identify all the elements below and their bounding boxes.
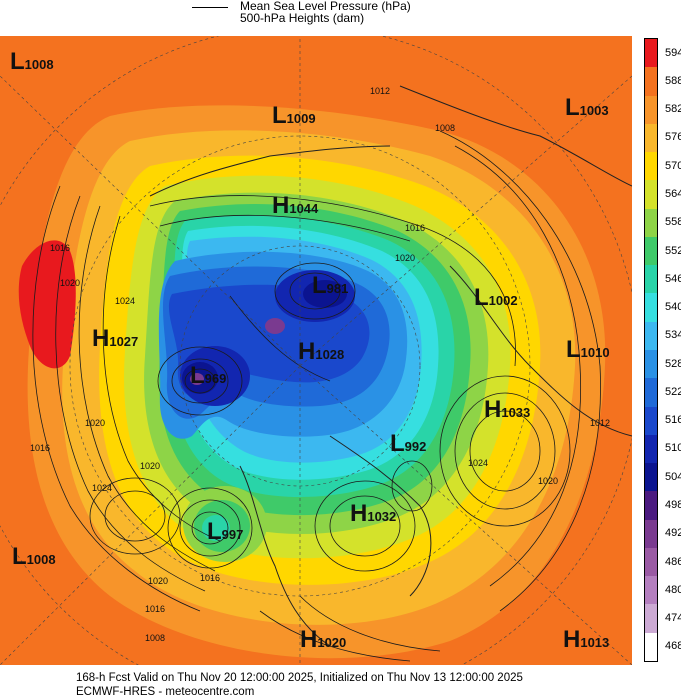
colorbar-cell <box>645 434 657 464</box>
contour-label: 1024 <box>115 296 135 306</box>
colorbar-cell <box>645 95 657 125</box>
colorbar-tick-label: 504 <box>665 470 681 483</box>
contour-label: 1020 <box>538 476 558 486</box>
source-credit-text: ECMWF-HRES - meteocentre.com <box>76 686 255 698</box>
contour-label: 1016 <box>405 223 425 233</box>
contour-label: 1012 <box>590 418 610 428</box>
pressure-center-low: L1002 <box>474 284 518 311</box>
colorbar-cell <box>645 236 657 266</box>
colorbar-tick-label: 486 <box>665 555 681 568</box>
pressure-center-high: H1044 <box>272 192 319 219</box>
colorbar-tick-label: 492 <box>665 527 681 540</box>
contour-label: 1020 <box>60 278 80 288</box>
colorbar-tick-label: 528 <box>665 357 681 370</box>
contour-label: 1020 <box>85 418 105 428</box>
legend-title: Mean Sea Level Pressure (hPa) 500-hPa He… <box>240 0 411 24</box>
contour-label: 1020 <box>148 576 168 586</box>
colorbar-cell <box>645 39 657 68</box>
pressure-center-low: L1009 <box>272 102 316 129</box>
pressure-center-low: L997 <box>207 518 244 545</box>
pressure-center-high: H1032 <box>350 500 397 527</box>
colorbar-cell <box>645 67 657 97</box>
colorbar-tick-label: 468 <box>665 640 681 653</box>
colorbar-cell <box>645 152 657 181</box>
southern-lobe-546 <box>202 515 230 541</box>
pressure-center-low: L992 <box>390 430 427 457</box>
forecast-validity-text: 168-h Fcst Valid on Thu Nov 20 12:00:00 … <box>76 672 523 684</box>
pressure-center-low: L1008 <box>12 543 56 570</box>
colorbar-tick-label: 510 <box>665 442 681 455</box>
colorbar-tick-label: 576 <box>665 131 681 144</box>
pressure-center-low: L981 <box>312 272 349 299</box>
weather-map: 1012 1008 1016 1020 1024 1020 1016 1020 … <box>0 36 632 665</box>
contour-label: 1016 <box>200 573 220 583</box>
contour-label: 1024 <box>92 483 112 493</box>
colorbar-tick-label: 546 <box>665 272 681 285</box>
contour-labels: 1012 1008 1016 1020 1024 1020 1016 1020 … <box>30 86 610 643</box>
colorbar-tick-label: 552 <box>665 244 681 257</box>
colorbar-cell <box>645 576 657 605</box>
height-colorbar <box>644 38 658 662</box>
colorbar-cell <box>645 208 657 238</box>
pressure-center-low: L1003 <box>565 94 609 121</box>
colorbar-cell <box>645 604 657 634</box>
colorbar-tick-label: 558 <box>665 216 681 229</box>
mslp-legend-line <box>192 7 228 8</box>
colorbar-cell <box>645 123 657 153</box>
colorbar-tick-label: 474 <box>665 612 681 625</box>
pressure-center-high: H1033 <box>484 396 531 423</box>
colorbar-cell <box>645 406 657 436</box>
contour-label: 1016 <box>145 604 165 614</box>
contour-label: 1012 <box>370 86 390 96</box>
pressure-center-low: L1008 <box>10 48 54 75</box>
contour-label: 1020 <box>140 461 160 471</box>
pressure-center-high: H1020 <box>300 626 347 653</box>
colorbar-tick-label: 564 <box>665 188 681 200</box>
coastlines <box>149 85 632 647</box>
colorbar-cell <box>645 350 657 379</box>
colorbar-cell <box>645 321 657 351</box>
colorbar-tick-label: 570 <box>665 159 681 172</box>
colorbar-tick-label: 498 <box>665 499 681 511</box>
colorbar-cell <box>645 378 657 408</box>
colorbar-tick-label: 516 <box>665 414 681 427</box>
colorbar-tick-label: 522 <box>665 385 681 398</box>
pressure-center-low: L1010 <box>566 336 610 363</box>
mslp-legend-label: Mean Sea Level Pressure (hPa) <box>240 0 411 13</box>
colorbar-cell <box>645 519 657 549</box>
contour-label: 1008 <box>435 123 455 133</box>
band-492-core-center <box>265 318 285 334</box>
heights-legend-label: 500-hPa Heights (dam) <box>240 11 365 25</box>
colorbar-cell <box>645 547 657 577</box>
isobar-lines <box>32 130 601 662</box>
pressure-center-high: H1013 <box>563 626 610 653</box>
contour-label: 1008 <box>145 633 165 643</box>
colorbar-tick-label: 588 <box>665 74 681 87</box>
colorbar-tick-label: 594 <box>665 46 681 59</box>
colorbar-cell <box>645 463 657 492</box>
pressure-center-high: H1028 <box>298 338 345 365</box>
pressure-center-high: H1027 <box>92 325 139 352</box>
colorbar-tick-label: 534 <box>665 329 681 342</box>
colorbar-cell <box>645 265 657 294</box>
colorbar-cell <box>645 180 657 210</box>
colorbar-tick-label: 582 <box>665 103 681 116</box>
colorbar-tick-label: 540 <box>665 301 681 314</box>
band-492-core-west <box>190 373 204 385</box>
colorbar-cell <box>645 632 657 662</box>
contour-label: 1020 <box>395 253 415 263</box>
colorbar-cell <box>645 293 657 323</box>
contour-label: 1024 <box>468 458 488 468</box>
contour-label: 1016 <box>50 243 70 253</box>
colorbar-cell <box>645 491 657 521</box>
contour-label: 1016 <box>30 443 50 453</box>
colorbar-tick-label: 480 <box>665 583 681 596</box>
pressure-center-low: L969 <box>190 362 227 389</box>
